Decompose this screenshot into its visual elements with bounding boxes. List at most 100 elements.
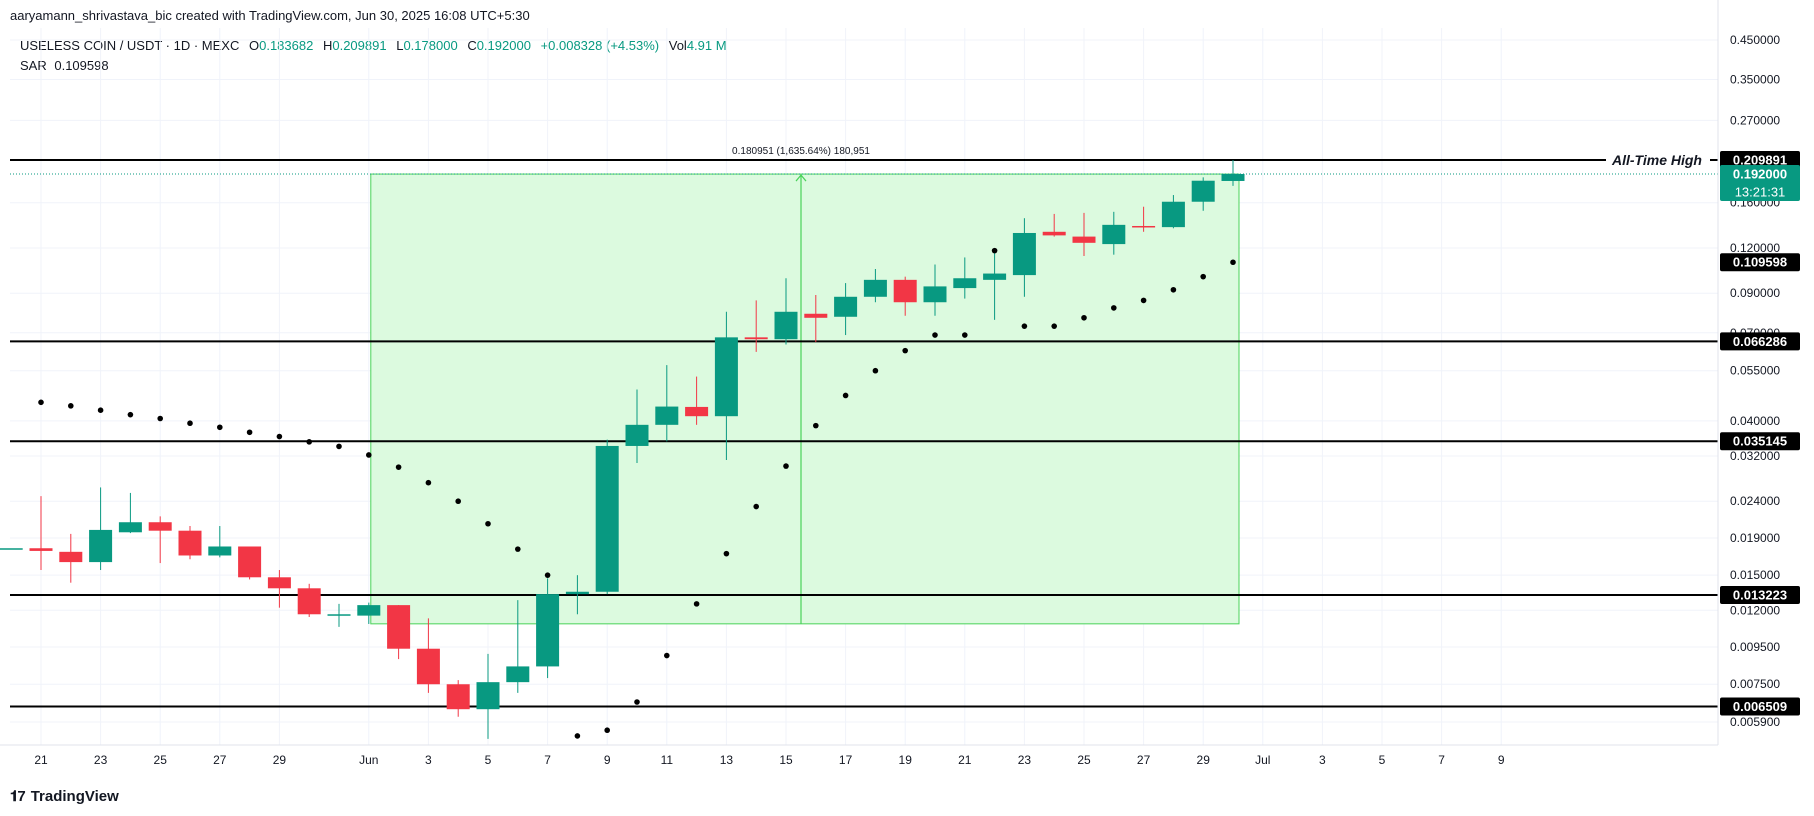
level-price-tag: 0.066286 [1720, 332, 1800, 351]
time-tick-label: 5 [1379, 753, 1386, 767]
last-price-tag-bg [1720, 165, 1800, 202]
sar-dot [336, 443, 342, 450]
candle-body [416, 648, 440, 685]
level-price-tag-text: 0.013223 [1733, 588, 1787, 603]
candle [59, 533, 83, 583]
symbol-title[interactable]: USELESS COIN / USDT · 1D · MEXC [20, 38, 240, 53]
candle-body [357, 605, 381, 616]
candle [1012, 218, 1036, 297]
candle [506, 600, 530, 693]
candle-body [387, 605, 411, 649]
candle-body [118, 522, 142, 533]
candle [565, 575, 589, 615]
price-range-arrowhead [795, 174, 807, 182]
price-range-tool[interactable]: 0.180951 (1,635.64%) 180,951 [370, 146, 1240, 625]
time-tick-label: 27 [1137, 753, 1151, 767]
candle [863, 268, 887, 303]
sar-dot [693, 601, 700, 607]
time-tick-label: 11 [661, 753, 674, 767]
sar-dot [246, 429, 253, 436]
level-price-tag-bg [1720, 586, 1800, 605]
candle-body [1102, 224, 1126, 245]
sar-dot [1200, 273, 1206, 280]
sar-dot [1021, 323, 1028, 329]
sar-price-tag-text: 0.109598 [1733, 255, 1787, 270]
candle-body [595, 445, 619, 592]
candle [1042, 213, 1066, 237]
time-tick-label: 9 [1498, 753, 1505, 767]
candle [357, 602, 381, 624]
candle-body [59, 551, 83, 563]
sar-dot [38, 399, 44, 406]
candle [685, 376, 709, 425]
sar-dot [1081, 314, 1087, 321]
high-label: H [322, 38, 333, 53]
horizontal-levels[interactable]: All-Time High [10, 152, 1718, 708]
time-tick-label: Jun [359, 753, 378, 767]
time-tick-label: 7 [1438, 753, 1445, 767]
time-tick-label: 25 [154, 753, 168, 767]
candle [923, 264, 947, 316]
sar-dots [38, 247, 1236, 739]
candle [238, 546, 262, 580]
candle-body [565, 591, 589, 595]
time-tick-label: 27 [213, 753, 227, 767]
sar-dot [932, 332, 938, 338]
ohlc-legend: USELESS COIN / USDT · 1D · MEXC O0.18368… [20, 38, 727, 53]
candle-body [983, 273, 1007, 280]
sar-dot [664, 652, 670, 659]
candle [595, 439, 619, 595]
tradingview-footer[interactable]: 𝟏7 TradingView [10, 788, 119, 805]
price-chart[interactable]: 0.180951 (1,635.64%) 180,951 All-Time Hi… [0, 0, 1814, 780]
candle-body [506, 666, 530, 683]
sar-dot [872, 367, 879, 374]
candle-body [476, 682, 500, 710]
candle-body [1042, 231, 1066, 236]
candles [0, 159, 1245, 739]
price-tick-label: 0.350000 [1730, 73, 1780, 87]
change-value: +0.008328 (+4.53%) [540, 38, 660, 53]
candle [1221, 159, 1245, 186]
level-price-tag-text: 0.006509 [1733, 699, 1787, 714]
level-price-tag: 0.006509 [1720, 697, 1800, 716]
time-tick-label: 29 [1197, 753, 1211, 767]
price-tick-label: 0.450000 [1730, 33, 1780, 47]
level-price-tag-text: 0.066286 [1733, 334, 1787, 349]
candle-body [267, 577, 291, 589]
level-price-tag: 0.035145 [1720, 432, 1800, 451]
price-axis[interactable]: 0.4500000.3500000.2700000.1600000.120000… [1717, 0, 1780, 745]
sar-legend[interactable]: SAR 0.109598 [20, 58, 109, 73]
sar-label: SAR [20, 58, 47, 73]
sar-dot [544, 572, 551, 578]
candle-body [923, 286, 947, 303]
candle-body [89, 529, 113, 563]
volume-value: 4.91 M [686, 38, 727, 53]
candle [774, 278, 798, 345]
price-tick-label: 0.012000 [1730, 603, 1780, 617]
time-tick-label: 21 [958, 753, 972, 767]
time-tick-label: 29 [273, 753, 287, 767]
sar-dot [723, 550, 730, 557]
candle-body [804, 313, 828, 318]
price-tick-label: 0.090000 [1730, 286, 1780, 300]
sar-dot [157, 415, 163, 422]
volume-label: Vol [668, 38, 687, 53]
candle-body [714, 337, 738, 417]
candle [29, 496, 53, 571]
candle [327, 603, 351, 627]
open-label: O [248, 38, 260, 53]
sar-dot [783, 463, 789, 469]
price-tick-label: 0.015000 [1730, 568, 1780, 582]
time-axis[interactable]: 21 23 25 27 29 Jun 3 5 7 9 11 13 15 17 19 21 23 25 27 29 Jul… [0, 744, 1718, 767]
sar-dot [395, 464, 402, 470]
price-tick-label: 0.040000 [1730, 414, 1780, 428]
ath-price-tag-text: 0.209891 [1733, 153, 1787, 168]
sar-price-tag: 0.109598 [1720, 253, 1800, 272]
grid [10, 28, 1718, 745]
time-tick-label: 3 [1319, 753, 1326, 767]
last-price-tag-text: 13:21:31 [1735, 185, 1786, 200]
price-tick-label: 0.055000 [1730, 364, 1780, 378]
level-price-tag: 0.013223 [1720, 586, 1800, 605]
candle [208, 526, 232, 558]
